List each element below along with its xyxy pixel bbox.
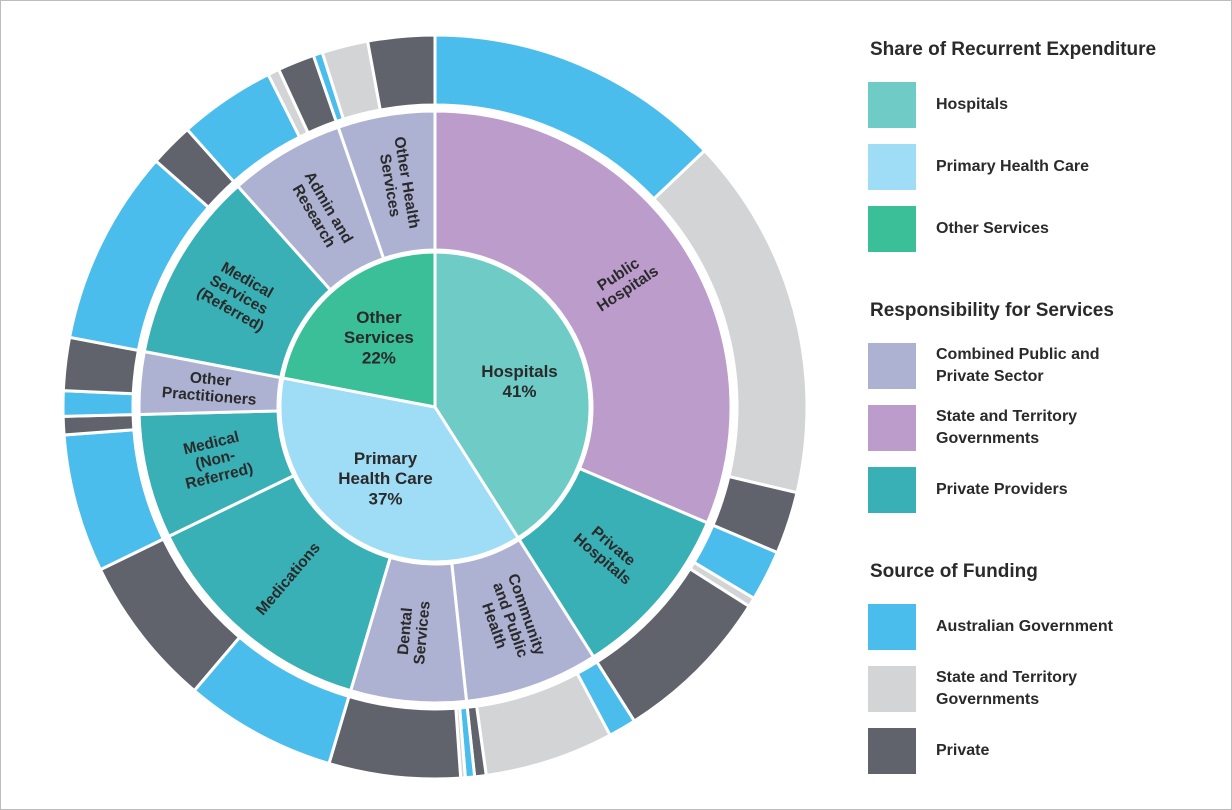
legend-item: State and Territory Governments [936,408,1077,447]
service-label: DentalServices [394,599,434,666]
legend-item: Australian Government [936,618,1114,635]
share-arc [280,250,437,409]
share-value: 37% [369,489,403,508]
legend-item: State and Territory Governments [936,669,1077,708]
legend-swatch [868,144,916,190]
legend-swatch [868,343,916,389]
legend-item: Combined Public and Private Sector [936,346,1100,385]
share-value: 41% [502,382,536,401]
service-arc [166,473,393,693]
funding-arc [61,413,136,437]
share-name: Other Services [344,309,414,348]
service-arc [433,109,733,525]
legend-title: Share of Recurrent Expenditure [870,39,1156,60]
legend-swatch [868,604,916,650]
legend-swatch [868,728,916,774]
legend-item: Hospitals [936,96,1008,113]
funding-arc [365,33,437,112]
legend-item: Other Services [936,220,1049,237]
legend-swatch [868,82,916,128]
legend-swatch [868,666,916,712]
legend-item: Primary Health Care [936,158,1089,175]
share-name: Hospitals [481,362,558,381]
share-value: 22% [362,349,396,368]
legend-title: Responsibility for Services [870,300,1114,321]
legend-swatch [868,467,916,513]
legend-swatch [868,206,916,252]
legend-item: Private Providers [936,481,1068,498]
funding-arc [327,694,463,781]
share-name: Primary Health Care [338,449,432,488]
legend-item: Private [936,742,989,759]
share-arc [278,376,521,564]
legend-title: Source of Funding [870,561,1038,582]
service-arc [336,109,437,261]
legend-swatch [868,405,916,451]
